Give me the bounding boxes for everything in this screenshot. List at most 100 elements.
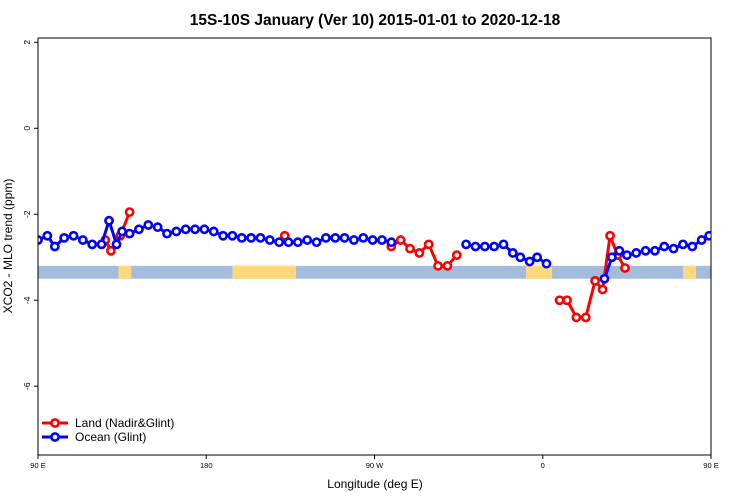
ocean-point <box>330 233 341 243</box>
land-point <box>405 243 415 254</box>
ocean-point <box>49 241 60 252</box>
x-tick-label: 90 E <box>703 461 718 470</box>
x-tick-label: 180 <box>200 461 213 470</box>
land-point <box>554 295 565 306</box>
ocean-point <box>640 245 651 256</box>
ocean-point <box>678 239 688 250</box>
ocean-point <box>349 235 359 245</box>
land-point <box>590 275 600 286</box>
ocean-point <box>292 237 303 248</box>
y-axis: 2 0 -2 -4 -6 <box>22 40 38 390</box>
ocean-point <box>218 230 228 241</box>
ocean-point <box>42 230 53 241</box>
ocean-point <box>687 241 698 252</box>
land-point <box>423 239 434 250</box>
x-tick-label: 90 W <box>366 461 384 470</box>
ocean-point <box>367 235 378 245</box>
ocean-point <box>461 239 472 250</box>
ocean-point <box>320 233 331 243</box>
ocean-point <box>96 239 107 250</box>
ocean-point <box>143 220 154 230</box>
ocean-point <box>302 235 313 245</box>
legend-entry: Land (Nadir&Glint) <box>42 416 174 430</box>
ocean-point <box>68 230 79 241</box>
x-tick-label: 90 E <box>30 461 45 470</box>
land-point <box>433 260 443 271</box>
ocean-point <box>111 239 122 250</box>
y-tick-label: 0 <box>22 126 32 131</box>
ocean-point <box>724 234 731 241</box>
ocean-point <box>377 235 387 245</box>
land-point <box>442 260 453 271</box>
x-tick-label: 0 <box>541 461 545 470</box>
ocean-point <box>599 273 610 284</box>
ocean-point <box>162 228 172 239</box>
land-ocean-mask <box>38 265 711 279</box>
legend: Land (Nadir&Glint)Ocean (Glint) <box>42 416 174 444</box>
legend-marker <box>50 432 60 442</box>
y-tick-label: -2 <box>22 210 32 218</box>
ocean-point <box>246 233 257 243</box>
ocean-point <box>134 224 144 235</box>
ocean-point <box>171 226 182 237</box>
ocean-point <box>87 239 98 250</box>
ocean-point <box>274 237 285 248</box>
y-tick-label: -6 <box>22 382 32 390</box>
ocean-point <box>358 233 369 243</box>
ocean-point <box>104 215 114 226</box>
ocean-point <box>498 239 509 250</box>
ocean-point <box>152 222 163 233</box>
ocean-point <box>515 252 526 263</box>
ocean-point <box>715 243 722 250</box>
land-point <box>605 230 615 241</box>
ocean-point <box>659 241 670 252</box>
land-region <box>525 265 553 279</box>
land-point <box>451 250 462 260</box>
ocean-point <box>117 226 128 237</box>
ocean-point <box>668 243 679 254</box>
land-point <box>571 312 582 323</box>
chart-title: 15S-10S January (Ver 10) 2015-01-01 to 2… <box>190 12 561 29</box>
legend-label: Land (Nadir&Glint) <box>75 416 174 430</box>
land-point <box>106 245 116 256</box>
land-region <box>232 265 296 279</box>
ocean-point <box>386 237 397 248</box>
land-point <box>414 248 425 258</box>
ocean-point <box>621 250 632 260</box>
ocean-point <box>532 252 543 263</box>
land-point <box>124 207 135 218</box>
ocean-point <box>283 237 294 248</box>
x-axis-label: Longitude (deg E) <box>327 477 422 491</box>
land-point <box>395 235 406 245</box>
ocean-point <box>180 224 191 235</box>
ocean-point <box>631 248 642 258</box>
ocean-point <box>77 235 88 245</box>
ocean-point <box>541 258 552 269</box>
ocean-point <box>704 230 711 241</box>
y-axis-label: XCO2 - MLO trend (ppm) <box>1 179 15 314</box>
ocean-point <box>190 224 200 235</box>
land-point <box>620 263 630 273</box>
ocean-point <box>59 233 70 243</box>
land-point <box>580 312 591 323</box>
legend-marker <box>50 418 60 428</box>
ocean-point <box>236 233 247 243</box>
land-point <box>562 295 572 306</box>
ocean-point <box>339 233 350 243</box>
ocean-point <box>311 237 322 248</box>
series-layer <box>38 207 750 323</box>
ocean-point <box>734 232 741 239</box>
ocean-point <box>208 226 219 237</box>
land-region <box>682 265 697 279</box>
legend-entry: Ocean (Glint) <box>42 430 146 444</box>
ocean-point <box>743 239 750 246</box>
ocean-point <box>607 252 617 263</box>
ocean-point <box>614 245 625 256</box>
x-axis: 90 E 180 90 W 0 90 E <box>30 455 719 470</box>
y-tick-label: 2 <box>22 40 32 45</box>
land-point <box>597 284 608 295</box>
ocean-point <box>199 224 210 235</box>
ocean-point <box>479 241 490 252</box>
ocean-point <box>470 241 481 252</box>
